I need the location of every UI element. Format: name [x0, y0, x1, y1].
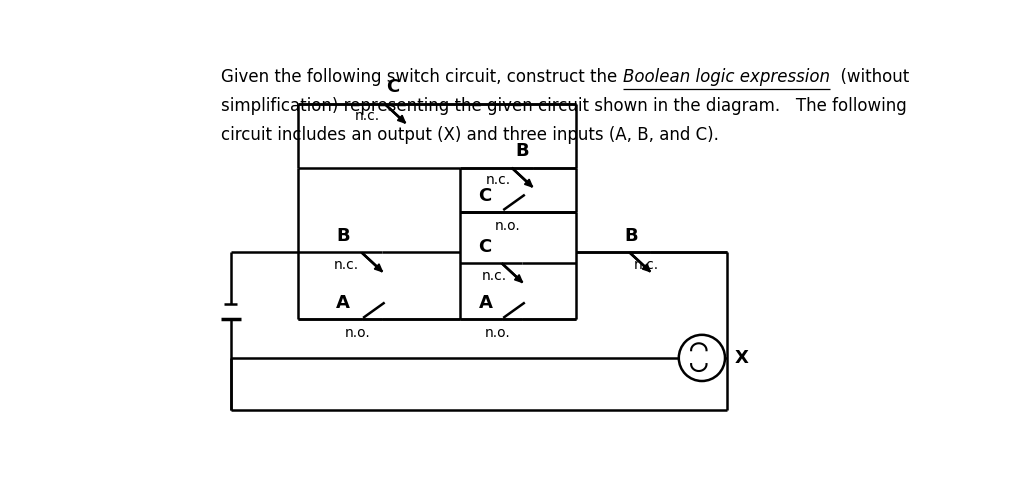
Text: X: X	[734, 349, 749, 367]
Text: n.o.: n.o.	[345, 326, 371, 340]
Text: A: A	[336, 294, 350, 313]
Text: n.c.: n.c.	[355, 109, 380, 123]
Text: B: B	[516, 142, 529, 160]
Text: simplification) representing the given circuit shown in the diagram.   The follo: simplification) representing the given c…	[221, 97, 907, 115]
Text: n.c.: n.c.	[634, 258, 659, 272]
Polygon shape	[514, 275, 522, 282]
Polygon shape	[524, 179, 532, 187]
Text: C: C	[386, 78, 399, 96]
Text: C: C	[478, 238, 492, 256]
Text: A: A	[479, 294, 494, 313]
Polygon shape	[642, 264, 650, 272]
Text: Given the following switch circuit, construct the: Given the following switch circuit, cons…	[221, 68, 623, 86]
Text: n.c.: n.c.	[334, 258, 358, 272]
Text: circuit includes an output (X) and three inputs (A, B, and C).: circuit includes an output (X) and three…	[221, 126, 719, 144]
Text: B: B	[625, 227, 638, 245]
Text: n.o.: n.o.	[485, 326, 511, 340]
Text: C: C	[478, 187, 492, 205]
Text: B: B	[336, 227, 350, 245]
Text: n.o.: n.o.	[495, 218, 521, 233]
Polygon shape	[397, 115, 406, 123]
Text: n.c.: n.c.	[485, 173, 510, 187]
Text: n.c.: n.c.	[481, 269, 507, 282]
Text: (without: (without	[829, 68, 909, 86]
Polygon shape	[375, 264, 382, 272]
Text: Boolean logic expression: Boolean logic expression	[623, 68, 829, 86]
